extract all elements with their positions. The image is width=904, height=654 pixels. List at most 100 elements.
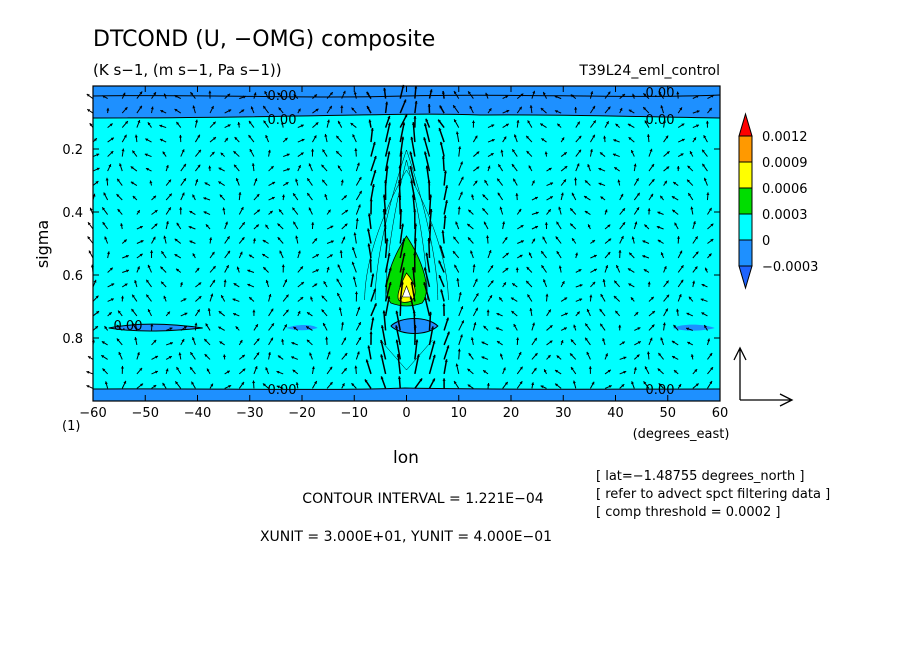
wind-vector-head [203, 211, 207, 215]
wind-vector-head [475, 307, 478, 311]
wind-vector-head [458, 146, 462, 150]
wind-vector-head [457, 348, 461, 352]
wind-vector-head [233, 312, 237, 316]
wind-vector-head [255, 324, 258, 328]
wind-vector-head [491, 138, 495, 142]
wind-vector-head [137, 120, 141, 123]
wind-vector-head [270, 166, 274, 169]
wind-vector-head [153, 385, 157, 388]
wind-vector-head [704, 324, 707, 328]
wind-vector-head [694, 369, 698, 373]
wind-vector-head [120, 295, 125, 299]
wind-vector-head [252, 309, 256, 313]
colorbar-label: 0.0012 [762, 130, 808, 145]
wind-vector-head [307, 178, 311, 182]
colorbar-segment [738, 213, 753, 241]
wind-vector-head [542, 236, 546, 240]
wind-vector-head [123, 134, 127, 138]
negative-band-top [93, 86, 720, 118]
colorbar-segment [738, 239, 753, 267]
colorbar-label: 0.0009 [762, 156, 808, 171]
wind-vector-head [154, 210, 158, 213]
wind-vector-head [614, 280, 618, 284]
wind-vector-head [498, 164, 502, 168]
wind-vector-head [560, 192, 564, 196]
wind-vector-head [649, 148, 653, 152]
wind-vector-head [471, 194, 475, 198]
wind-vector-head [533, 367, 537, 371]
wind-vector-head [106, 107, 110, 111]
wind-vector-head [490, 280, 494, 284]
wind-vector-head [373, 303, 377, 307]
wind-vector-head [239, 251, 243, 255]
wind-vector-head [219, 341, 223, 345]
wind-vector-head [233, 283, 237, 286]
x-tick-label: 20 [503, 406, 520, 421]
wind-vector-head [210, 383, 213, 387]
wind-vector-head [470, 250, 473, 254]
wind-vector-head [549, 340, 553, 344]
wind-vector-head [225, 137, 228, 141]
wind-vector-head [373, 155, 377, 159]
wind-vector-head [695, 251, 699, 255]
wind-vector-head [413, 252, 417, 256]
contour-line [92, 387, 721, 390]
wind-vector-head [88, 250, 92, 254]
colorbar-segment [738, 112, 753, 137]
wind-vector-head [432, 340, 436, 344]
wind-vector-head [111, 283, 115, 287]
wind-vector-head [399, 151, 403, 154]
wind-vector-head [329, 382, 333, 386]
wind-vector-head [468, 91, 471, 95]
wind-vector-head [387, 253, 391, 256]
wind-vector-head [627, 123, 631, 127]
contour-label: 0.00 [646, 113, 675, 128]
wind-vector-head [527, 294, 531, 298]
wind-vector-head [196, 267, 200, 271]
wind-vector-head [336, 151, 340, 154]
wind-vector-head [415, 339, 419, 343]
wind-vector-head [253, 92, 257, 96]
wind-vector-head [121, 148, 125, 152]
wind-vector-head [544, 222, 548, 225]
wind-vector-head [607, 91, 611, 95]
wind-vector-head [558, 265, 562, 269]
wind-vector-head [680, 279, 684, 283]
wind-vector-head [602, 338, 606, 342]
wind-vector-head [602, 279, 606, 282]
wind-vector-head [607, 251, 611, 255]
wind-vector-head [622, 93, 625, 97]
wind-vector-head [483, 325, 487, 329]
wind-vector [410, 281, 416, 302]
wind-vector-head [614, 167, 618, 170]
wind-vector-head [397, 376, 402, 380]
wind-vector-head [633, 163, 637, 167]
wind-vector-head [123, 380, 127, 384]
wind-vector-head [439, 105, 443, 109]
wind-vector-head [397, 180, 401, 183]
wind-vector-head [534, 337, 537, 341]
wind-vector-head [256, 194, 260, 197]
wind-vector-head [192, 194, 196, 198]
wind-vector-head [541, 138, 545, 142]
wind-vector-head [315, 122, 319, 126]
wind-vector [414, 339, 418, 360]
wind-vector-head [301, 138, 305, 142]
wind-vector-head [681, 138, 685, 142]
wind-vector-head [307, 312, 311, 316]
run-label: T39L24_eml_control [578, 63, 720, 79]
wind-vector-head [188, 225, 192, 229]
wind-vector-head [701, 283, 705, 287]
wind-vector [428, 354, 436, 375]
wind-vector-head [118, 310, 121, 314]
wind-vector-head [252, 380, 256, 384]
wind-vector-head [165, 368, 169, 372]
wind-vector-head [291, 356, 295, 360]
wind-vector-head [146, 279, 150, 283]
wind-vector-head [531, 180, 535, 184]
wind-vector-head [642, 240, 646, 244]
wind-vector-head [429, 194, 433, 198]
wind-vector-head [325, 336, 329, 340]
wind-vector-head [548, 309, 551, 313]
wind-vector-head [443, 215, 447, 218]
